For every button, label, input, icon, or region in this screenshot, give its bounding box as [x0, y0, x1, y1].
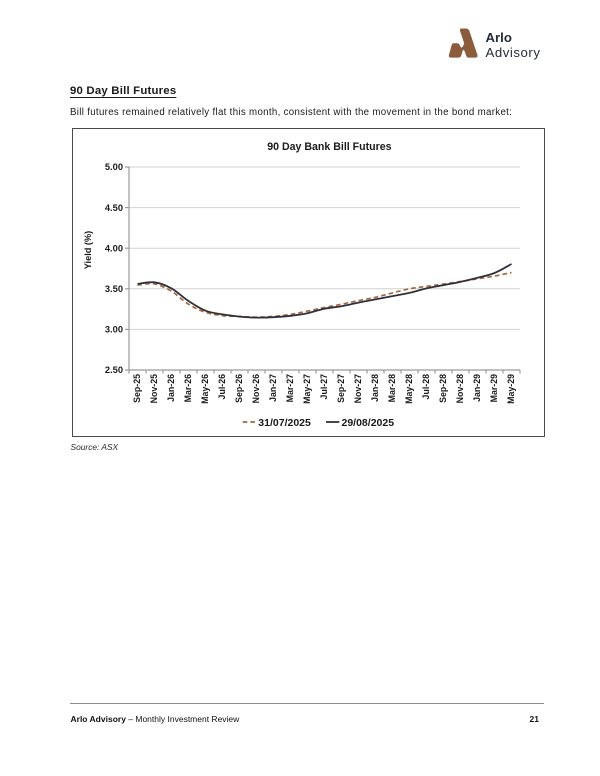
svg-text:May-29: May-29 — [506, 374, 516, 404]
svg-text:90 Day Bank Bill Futures: 90 Day Bank Bill Futures — [267, 141, 391, 153]
svg-text:Jan-27: Jan-27 — [268, 374, 278, 402]
svg-text:May-28: May-28 — [404, 374, 414, 404]
svg-text:Nov-25: Nov-25 — [149, 374, 159, 403]
svg-text:5.00: 5.00 — [105, 162, 123, 172]
svg-text:Nov-27: Nov-27 — [353, 374, 363, 403]
svg-text:Jul-27: Jul-27 — [319, 374, 329, 400]
svg-text:Sep-26: Sep-26 — [234, 374, 244, 403]
svg-text:Jul-26: Jul-26 — [217, 374, 227, 400]
svg-text:Sep-27: Sep-27 — [336, 374, 346, 403]
svg-text:Jan-28: Jan-28 — [370, 374, 380, 402]
svg-text:Mar-28: Mar-28 — [387, 374, 397, 402]
svg-text:Jul-28: Jul-28 — [421, 374, 431, 400]
svg-text:2.50: 2.50 — [105, 365, 123, 375]
svg-text:Nov-26: Nov-26 — [251, 374, 261, 403]
svg-text:Mar-27: Mar-27 — [285, 374, 295, 402]
svg-text:Sep-28: Sep-28 — [438, 374, 448, 403]
svg-text:May-27: May-27 — [302, 374, 312, 404]
svg-text:Nov-28: Nov-28 — [455, 374, 465, 403]
svg-text:May-26: May-26 — [200, 374, 210, 404]
svg-text:3.00: 3.00 — [105, 325, 123, 335]
svg-text:4.50: 4.50 — [105, 203, 123, 213]
svg-text:Mar-26: Mar-26 — [183, 374, 193, 402]
svg-text:Mar-29: Mar-29 — [489, 374, 499, 402]
svg-text:3.50: 3.50 — [105, 284, 123, 294]
svg-text:4.00: 4.00 — [105, 243, 123, 253]
svg-text:Jan-29: Jan-29 — [472, 374, 482, 402]
svg-text:Yield (%): Yield (%) — [83, 231, 93, 269]
svg-text:31/07/2025: 31/07/2025 — [258, 417, 311, 429]
svg-text:Sep-25: Sep-25 — [132, 374, 142, 403]
svg-text:Jan-26: Jan-26 — [166, 374, 176, 402]
svg-text:29/08/2025: 29/08/2025 — [342, 417, 395, 429]
